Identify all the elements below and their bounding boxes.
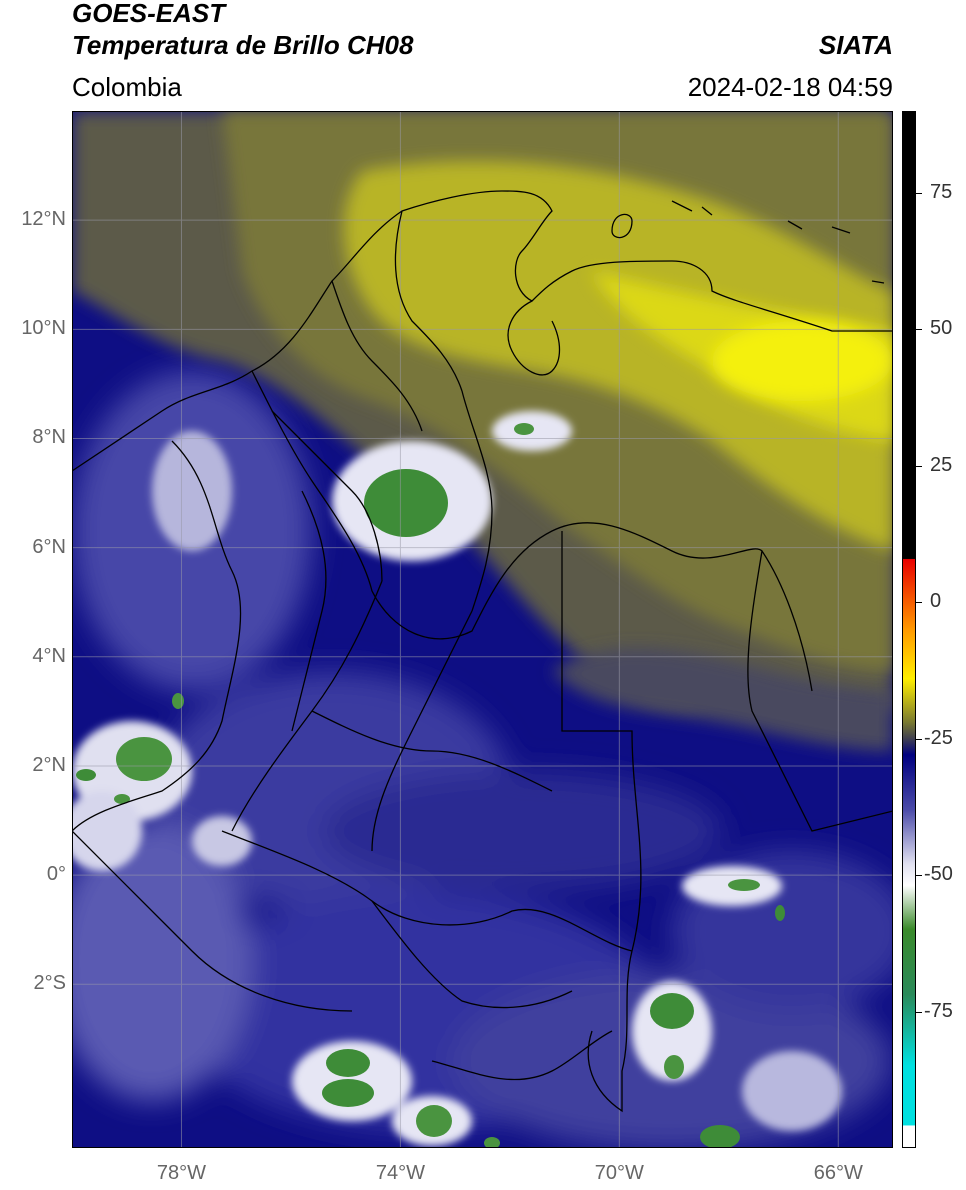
- colorbar: [902, 111, 916, 1148]
- colorbar-tick-mark: [916, 602, 922, 604]
- lon-tick-label: 70°W: [594, 1162, 644, 1184]
- lon-tick-label: 66°W: [813, 1162, 863, 1184]
- colorbar-tick-label: -50: [924, 863, 953, 886]
- colorbar-tick-mark: [916, 329, 922, 331]
- map-canvas: [72, 111, 893, 1148]
- lat-tick-label: 4°N: [32, 644, 66, 667]
- colorbar-tick-label: 0: [930, 590, 942, 613]
- lon-tick-label: 74°W: [375, 1162, 425, 1184]
- lat-tick-label: 12°N: [21, 208, 66, 231]
- datetime-label: 2024-02-18 04:59: [687, 72, 893, 102]
- title-line-2: Temperatura de Brillo CH08: [72, 30, 414, 60]
- lat-tick-label: 10°N: [21, 317, 66, 340]
- lat-tick-label: 2°N: [32, 753, 66, 776]
- colorbar-tick-label: -25: [924, 726, 953, 749]
- colorbar-tick-mark: [916, 465, 922, 467]
- boundaries: [72, 190, 893, 1113]
- colorbar-tick-label: 50: [930, 317, 953, 340]
- title-line-1: GOES-EAST: [72, 0, 226, 28]
- satellite-map[interactable]: [72, 111, 893, 1148]
- colorbar-tick-mark: [916, 738, 922, 740]
- deep-convection: [76, 423, 785, 1148]
- colorbar-tick-label: -75: [924, 999, 953, 1022]
- colorbar-tick-mark: [916, 875, 922, 877]
- graticule: [72, 111, 893, 1148]
- lon-tick-label: 78°W: [156, 1162, 207, 1184]
- lat-tick-label: 2°S: [33, 972, 66, 995]
- lat-tick-label: 6°N: [32, 535, 66, 558]
- colorbar-tick-label: 25: [930, 453, 953, 476]
- region-label: Colombia: [72, 72, 182, 102]
- dry-air-yellow: [343, 161, 893, 551]
- agency-label: SIATA: [818, 30, 893, 60]
- lat-tick-label: 8°N: [32, 426, 66, 449]
- colorbar-tick-mark: [916, 192, 922, 194]
- lat-tick-label: 0°: [46, 863, 66, 886]
- colorbar-tick-label: 75: [930, 180, 953, 203]
- colorbar-tick-mark: [916, 1011, 922, 1013]
